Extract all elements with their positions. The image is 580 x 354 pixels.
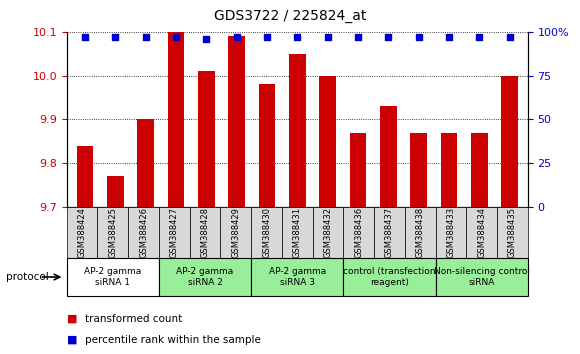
Text: GSM388425: GSM388425 (108, 207, 117, 258)
Bar (77, 146, 93, 207)
Text: GSM388426: GSM388426 (139, 207, 148, 258)
Point (474, 34, 484, 40)
Bar (159, 207, 190, 258)
Bar (198, 71, 215, 207)
Bar (374, 207, 405, 258)
Bar (159, 258, 251, 296)
Point (383, 34, 393, 40)
Point (80, 34, 89, 40)
Bar (251, 207, 282, 258)
Bar (251, 258, 343, 296)
Text: GSM388435: GSM388435 (508, 207, 517, 258)
Text: GSM388429: GSM388429 (231, 207, 240, 258)
Text: protocol: protocol (6, 272, 49, 282)
Text: GSM388437: GSM388437 (385, 207, 394, 258)
Text: Non-silencing control
siRNA: Non-silencing control siRNA (434, 267, 530, 287)
Point (262, 34, 271, 40)
Bar (259, 84, 276, 207)
Bar (229, 36, 245, 207)
Text: AP-2 gamma
siRNA 1: AP-2 gamma siRNA 1 (84, 267, 142, 287)
Bar (497, 207, 528, 258)
Point (202, 36, 211, 42)
Text: GSM388434: GSM388434 (477, 207, 486, 258)
Text: AP-2 gamma
siRNA 2: AP-2 gamma siRNA 2 (176, 267, 234, 287)
Bar (128, 207, 159, 258)
Text: GSM388432: GSM388432 (324, 207, 332, 258)
Bar (343, 258, 436, 296)
Text: control (transfection
reagent): control (transfection reagent) (343, 267, 436, 287)
Bar (436, 207, 466, 258)
Text: GSM388438: GSM388438 (416, 207, 425, 258)
Text: percentile rank within the sample: percentile rank within the sample (85, 335, 261, 345)
Text: ■: ■ (67, 335, 77, 345)
Text: GSM388431: GSM388431 (293, 207, 302, 258)
Bar (343, 207, 374, 258)
Point (292, 34, 302, 40)
Bar (501, 76, 518, 207)
Point (323, 34, 332, 40)
Text: GSM388427: GSM388427 (170, 207, 179, 258)
Point (232, 34, 241, 40)
Text: GSM388428: GSM388428 (201, 207, 209, 258)
Point (414, 34, 423, 40)
Bar (67, 207, 97, 258)
Bar (410, 133, 427, 207)
Bar (220, 207, 251, 258)
Point (505, 34, 514, 40)
Bar (282, 207, 313, 258)
Bar (319, 76, 336, 207)
Point (444, 34, 454, 40)
Bar (107, 176, 124, 207)
Text: GSM388424: GSM388424 (78, 207, 86, 258)
Text: ■: ■ (67, 314, 77, 324)
Text: transformed count: transformed count (85, 314, 183, 324)
Bar (471, 133, 488, 207)
Bar (405, 207, 436, 258)
Point (171, 34, 180, 40)
Bar (380, 106, 397, 207)
Bar (436, 258, 528, 296)
Bar (350, 133, 366, 207)
Bar (137, 119, 154, 207)
Bar (441, 133, 457, 207)
Text: AP-2 gamma
siRNA 3: AP-2 gamma siRNA 3 (269, 267, 326, 287)
Text: GDS3722 / 225824_at: GDS3722 / 225824_at (214, 9, 366, 23)
Bar (313, 207, 343, 258)
Point (111, 34, 120, 40)
Bar (67, 258, 159, 296)
Bar (97, 207, 128, 258)
Point (141, 34, 150, 40)
Text: GSM388430: GSM388430 (262, 207, 271, 258)
Point (353, 34, 362, 40)
Text: GSM388433: GSM388433 (447, 207, 455, 258)
Bar (289, 54, 306, 207)
Bar (466, 207, 497, 258)
Bar (168, 32, 184, 207)
Text: GSM388436: GSM388436 (354, 207, 363, 258)
Bar (190, 207, 220, 258)
